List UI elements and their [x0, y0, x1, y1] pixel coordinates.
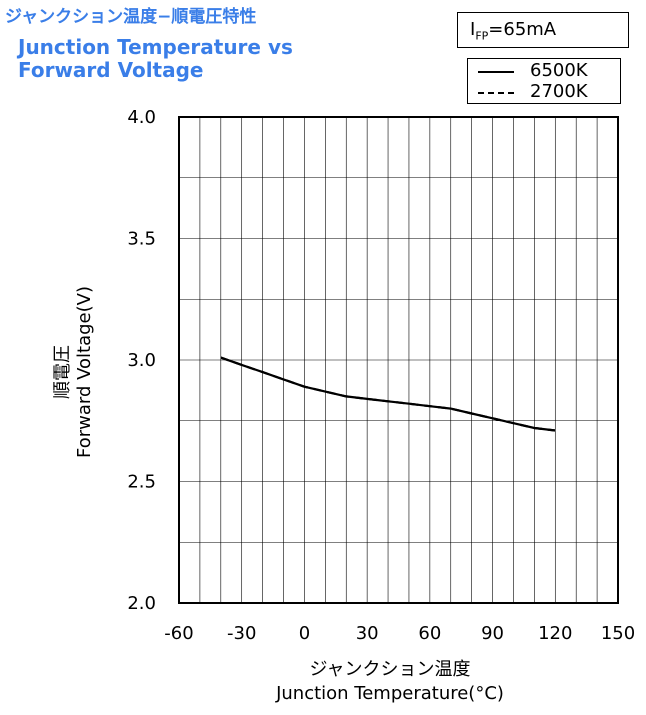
legend-label-6500k: 6500K — [530, 60, 588, 81]
chart-title-jp: ジャンクション温度−順電圧特性 — [5, 7, 257, 27]
x-tick-label: 120 — [538, 623, 572, 644]
legend-dashed-swatch — [478, 92, 514, 94]
chart-title-line2: Forward Voltage — [18, 58, 204, 82]
x-tick-label: 0 — [299, 623, 310, 644]
x-tick-label: 90 — [481, 623, 504, 644]
x-tick-label: 30 — [356, 623, 379, 644]
x-axis-label: ジャンクション温度 Junction Temperature(°C) — [200, 658, 580, 706]
legend-label-2700k: 2700K — [530, 81, 588, 102]
legend-solid-swatch — [478, 71, 514, 73]
chart-title-en: Junction Temperature vs Forward Voltage — [18, 36, 293, 82]
condition-subscript: FP — [475, 29, 489, 43]
x-axis-label-jp: ジャンクション温度 — [309, 659, 471, 680]
legend: 6500K 2700K — [467, 58, 621, 104]
y-tick-label: 2.5 — [127, 472, 156, 493]
condition-value: =65mA — [488, 19, 557, 40]
legend-item-6500k: 6500K — [468, 60, 620, 81]
y-tick-label: 2.0 — [127, 593, 156, 614]
x-axis-label-en: Junction Temperature(°C) — [276, 683, 504, 704]
chart-title-line1: Junction Temperature vs — [18, 35, 293, 59]
condition-prefix: I — [470, 19, 476, 40]
x-tick-label: 150 — [601, 623, 635, 644]
x-tick-label: 60 — [418, 623, 441, 644]
condition-box: IFP=65mA — [457, 12, 629, 48]
series-line-2700k — [220, 356, 556, 432]
plot-area-frame — [178, 116, 619, 604]
y-tick-label: 3.5 — [127, 229, 156, 250]
y-tick-label: 3.0 — [127, 350, 156, 371]
x-tick-label: -60 — [164, 623, 193, 644]
y-tick-label: 4.0 — [127, 107, 156, 128]
x-tick-label: -30 — [227, 623, 256, 644]
legend-item-2700k: 2700K — [468, 81, 620, 102]
